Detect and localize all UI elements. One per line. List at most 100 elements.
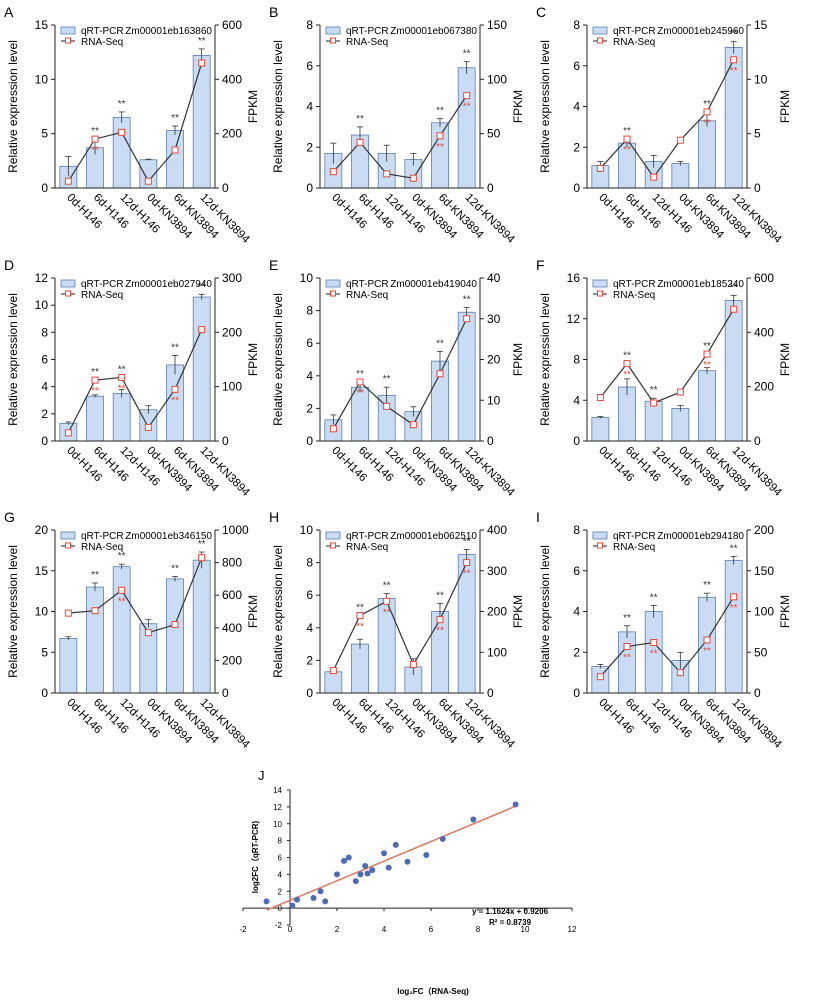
rnaseq-point bbox=[436, 616, 444, 624]
significance-star: ** bbox=[463, 537, 471, 548]
y-tick-label: 6 bbox=[573, 59, 580, 73]
y-tick-label: 4 bbox=[573, 393, 580, 407]
rnaseq-point bbox=[623, 643, 631, 651]
scatter-point bbox=[334, 871, 340, 878]
rnaseq-point bbox=[383, 170, 391, 178]
rnaseq-point bbox=[436, 370, 444, 378]
y-tick-label: 4 bbox=[306, 621, 313, 635]
rnaseq-point bbox=[198, 326, 206, 334]
rnaseq-point bbox=[703, 108, 711, 116]
gene-id: Zm00001eb027940 bbox=[125, 279, 212, 290]
rnaseq-point bbox=[409, 660, 417, 668]
significance-star: ** bbox=[356, 369, 364, 380]
significance-star-red: ** bbox=[730, 66, 738, 77]
significance-star: ** bbox=[198, 539, 206, 550]
y2-tick-label: 40 bbox=[487, 271, 501, 285]
y2-tick-label: 800 bbox=[222, 556, 242, 570]
significance-star: ** bbox=[436, 106, 444, 117]
rnaseq-point bbox=[596, 394, 604, 402]
bar bbox=[192, 55, 211, 189]
y-tick-label: 4 bbox=[41, 380, 48, 394]
y-tick-label: 6 bbox=[306, 59, 313, 73]
scatter-point bbox=[341, 857, 348, 864]
y2-axis-title: FPKM bbox=[511, 343, 525, 376]
significance-star-red: ** bbox=[356, 388, 364, 399]
rnaseq-point bbox=[198, 59, 206, 67]
y2-tick-label: 200 bbox=[754, 523, 774, 537]
rnaseq-point bbox=[463, 559, 471, 567]
significance-star: ** bbox=[383, 374, 391, 385]
y-tick-label: 0 bbox=[573, 686, 580, 700]
x-tick-label: 10 bbox=[521, 925, 530, 934]
series-line-rnaseq bbox=[332, 562, 468, 671]
y2-tick-label: 0 bbox=[222, 434, 229, 448]
significance-star: ** bbox=[623, 613, 631, 624]
rnaseq-point bbox=[171, 146, 179, 154]
y-axis-title: Relative expression level bbox=[6, 40, 20, 173]
rnaseq-point bbox=[356, 378, 364, 386]
bar bbox=[671, 163, 690, 189]
significance-star-red: ** bbox=[436, 626, 444, 637]
rnaseq-point bbox=[91, 135, 99, 143]
panel-A: A ** ** ** ** ** 0 5 10 15 0 200 400 600 Relative expr… bbox=[4, 4, 260, 246]
significance-star: ** bbox=[463, 294, 471, 305]
panel-I: I ** ** ** ** ** ** ** ** 0 2 4 6 8 0 50 100 150 200 Relati… bbox=[536, 509, 792, 751]
legend-swatch-qrtpcr bbox=[592, 279, 608, 288]
y-tick-label: 6 bbox=[278, 854, 283, 863]
y-tick-label: 10 bbox=[300, 271, 314, 285]
y2-axis-title: FPKM bbox=[511, 90, 525, 123]
significance-star-red: ** bbox=[623, 653, 631, 664]
y-tick-label: 8 bbox=[306, 304, 313, 318]
y2-axis-title: FPKM bbox=[246, 595, 260, 628]
y2-tick-label: 400 bbox=[487, 523, 507, 537]
y-tick-label: 4 bbox=[278, 870, 283, 879]
y-tick-label: 10 bbox=[35, 605, 49, 619]
rnaseq-point bbox=[676, 136, 684, 144]
rnaseq-point bbox=[676, 388, 684, 396]
legend-marker-rnaseq bbox=[330, 290, 336, 297]
series-line-rnaseq bbox=[67, 62, 203, 183]
panel-letter: J bbox=[258, 768, 265, 783]
y-tick-label: 2 bbox=[41, 407, 48, 421]
y-tick-label: 6 bbox=[306, 336, 313, 350]
significance-star-red: ** bbox=[703, 646, 711, 657]
y-tick-label: 8 bbox=[306, 18, 313, 32]
y-tick-label: 0 bbox=[306, 434, 313, 448]
series-line-rnaseq bbox=[599, 596, 735, 678]
y-tick-label: 15 bbox=[35, 564, 49, 578]
rnaseq-point bbox=[650, 173, 658, 181]
y-tick-label: 8 bbox=[278, 837, 283, 846]
x-tick-label: 6 bbox=[429, 925, 434, 934]
y2-tick-label: 400 bbox=[222, 72, 242, 86]
y-tick-label: 14 bbox=[273, 786, 282, 795]
scatter-point bbox=[439, 835, 446, 842]
y2-tick-label: 0 bbox=[487, 181, 494, 195]
y2-tick-label: 100 bbox=[222, 380, 242, 394]
bar bbox=[86, 586, 104, 694]
gene-id: Zm00001eb294180 bbox=[657, 531, 744, 542]
legend-label: qRT-PCR bbox=[346, 531, 389, 542]
bar bbox=[724, 560, 743, 694]
y-tick-label: 12 bbox=[273, 803, 282, 812]
y2-tick-label: 200 bbox=[222, 127, 242, 141]
significance-star: ** bbox=[436, 338, 444, 349]
rnaseq-point bbox=[650, 399, 658, 407]
bar bbox=[112, 566, 131, 694]
legend-marker-rnaseq bbox=[597, 290, 603, 297]
legend-label: qRT-PCR bbox=[613, 26, 656, 37]
significance-star: ** bbox=[198, 36, 206, 47]
gene-id: Zm00001eb419040 bbox=[390, 279, 477, 290]
gene-id: Zm00001eb062510 bbox=[390, 531, 477, 542]
y-tick-label: 10 bbox=[35, 72, 49, 86]
scatter-point bbox=[294, 896, 301, 903]
rnaseq-point bbox=[463, 92, 471, 100]
significance-star-red: ** bbox=[91, 145, 99, 156]
y2-tick-label: 200 bbox=[754, 380, 774, 394]
legend-swatch-qrtpcr bbox=[60, 531, 76, 540]
significance-star-red: ** bbox=[463, 102, 471, 113]
y2-tick-label: 15 bbox=[754, 18, 768, 32]
legend-label: RNA-Seq bbox=[81, 542, 123, 553]
legend-marker-rnaseq bbox=[597, 542, 603, 549]
legend-label: qRT-PCR bbox=[613, 279, 656, 290]
